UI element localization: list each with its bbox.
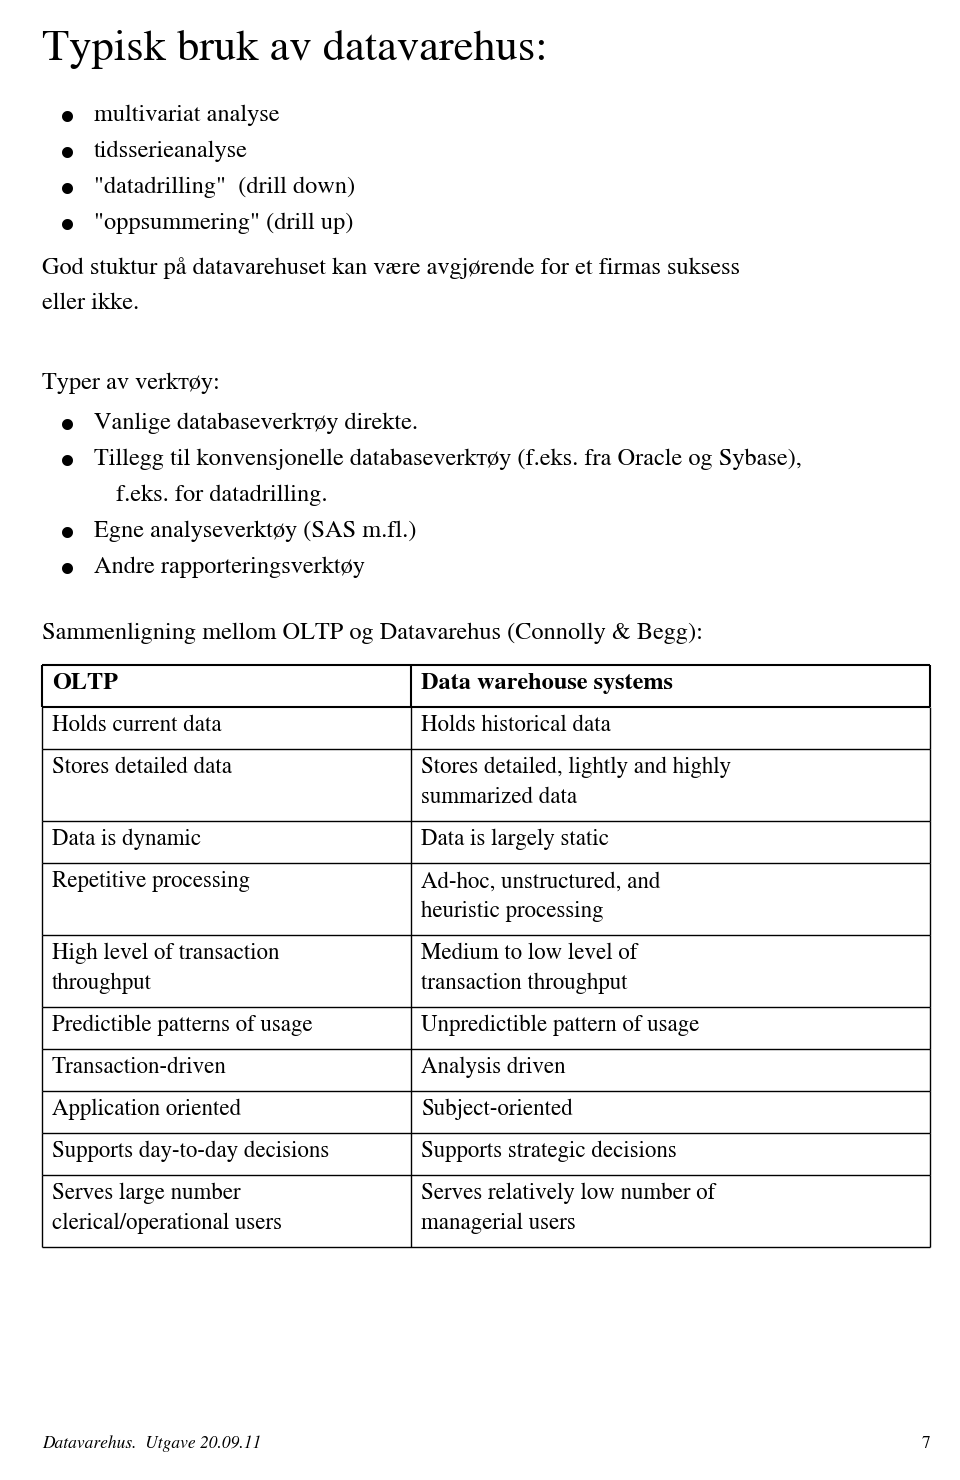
Text: Application oriented: Application oriented: [52, 1100, 241, 1120]
Text: God stuktur på datavarehuset kan være avgjørende for et firmas suksess: God stuktur på datavarehuset kan være av…: [42, 258, 740, 278]
Text: Supports strategic decisions: Supports strategic decisions: [420, 1141, 676, 1162]
Text: Data is largely static: Data is largely static: [420, 829, 609, 851]
Text: •: •: [60, 141, 75, 166]
Text: "oppsummering" (drill up): "oppsummering" (drill up): [94, 213, 353, 234]
Text: High level of transaction: High level of transaction: [52, 943, 279, 965]
Text: Predictible patterns of usage: Predictible patterns of usage: [52, 1015, 313, 1036]
Text: "datadrilling"  (drill down): "datadrilling" (drill down): [94, 178, 355, 198]
Text: transaction throughput: transaction throughput: [420, 972, 627, 995]
Text: Egne analyseverktøy (SAS m.fl.): Egne analyseverktøy (SAS m.fl.): [94, 521, 417, 543]
Text: Unpredictible pattern of usage: Unpredictible pattern of usage: [420, 1015, 699, 1036]
Text: Holds historical data: Holds historical data: [420, 715, 611, 737]
Text: Transaction-driven: Transaction-driven: [52, 1057, 227, 1079]
Text: 7: 7: [922, 1436, 930, 1452]
Text: Tillegg til konvensjonelle databaseverkтøy (f.eks. fra Oracle og Sybase),: Tillegg til konvensjonelle databaseverkт…: [94, 448, 802, 471]
Text: Stores detailed, lightly and highly: Stores detailed, lightly and highly: [420, 756, 731, 778]
Text: Sammenligning mellom OLTP og Datavarehus (Connolly & Begg):: Sammenligning mellom OLTP og Datavarehus…: [42, 623, 703, 644]
Text: Datavarehus.  Utgave 20.09.11: Datavarehus. Utgave 20.09.11: [42, 1436, 261, 1452]
Text: Typisk bruk av datavarehus:: Typisk bruk av datavarehus:: [42, 30, 548, 70]
Text: •: •: [60, 178, 75, 203]
Text: Serves relatively low number of: Serves relatively low number of: [420, 1183, 715, 1205]
Text: Ad-hoc, unstructured, and: Ad-hoc, unstructured, and: [420, 872, 660, 892]
Text: clerical/operational users: clerical/operational users: [52, 1214, 282, 1234]
Text: •: •: [60, 521, 75, 546]
Text: summarized data: summarized data: [420, 787, 577, 808]
Text: Serves large number: Serves large number: [52, 1183, 241, 1205]
Text: Andre rapporteringsverktøy: Andre rapporteringsverktøy: [94, 556, 365, 579]
Text: OLTP: OLTP: [52, 673, 118, 694]
Text: Typer av verkтøy:: Typer av verkтøy:: [42, 373, 220, 395]
Text: eller ikke.: eller ikke.: [42, 293, 139, 314]
Text: Analysis driven: Analysis driven: [420, 1057, 565, 1079]
Text: •: •: [60, 556, 75, 582]
Text: heuristic processing: heuristic processing: [420, 901, 603, 922]
Text: multivariat analyse: multivariat analyse: [94, 105, 279, 126]
Text: throughput: throughput: [52, 972, 152, 995]
Text: Stores detailed data: Stores detailed data: [52, 756, 232, 778]
Text: managerial users: managerial users: [420, 1214, 575, 1234]
Text: Data is dynamic: Data is dynamic: [52, 829, 202, 851]
Text: Data warehouse systems: Data warehouse systems: [420, 673, 672, 694]
Text: tidsserieanalyse: tidsserieanalyse: [94, 141, 248, 163]
Text: Holds current data: Holds current data: [52, 715, 222, 737]
Text: •: •: [60, 105, 75, 130]
Text: Medium to low level of: Medium to low level of: [420, 943, 636, 965]
Text: Subject-oriented: Subject-oriented: [420, 1100, 572, 1120]
Text: f.eks. for datadrilling.: f.eks. for datadrilling.: [116, 485, 327, 506]
Text: Supports day-to-day decisions: Supports day-to-day decisions: [52, 1141, 329, 1162]
Text: •: •: [60, 448, 75, 474]
Text: Vanlige databaseverkтøy direkte.: Vanlige databaseverkтøy direkte.: [94, 413, 418, 435]
Text: Repetitive processing: Repetitive processing: [52, 872, 250, 892]
Text: •: •: [60, 213, 75, 238]
Text: •: •: [60, 413, 75, 438]
